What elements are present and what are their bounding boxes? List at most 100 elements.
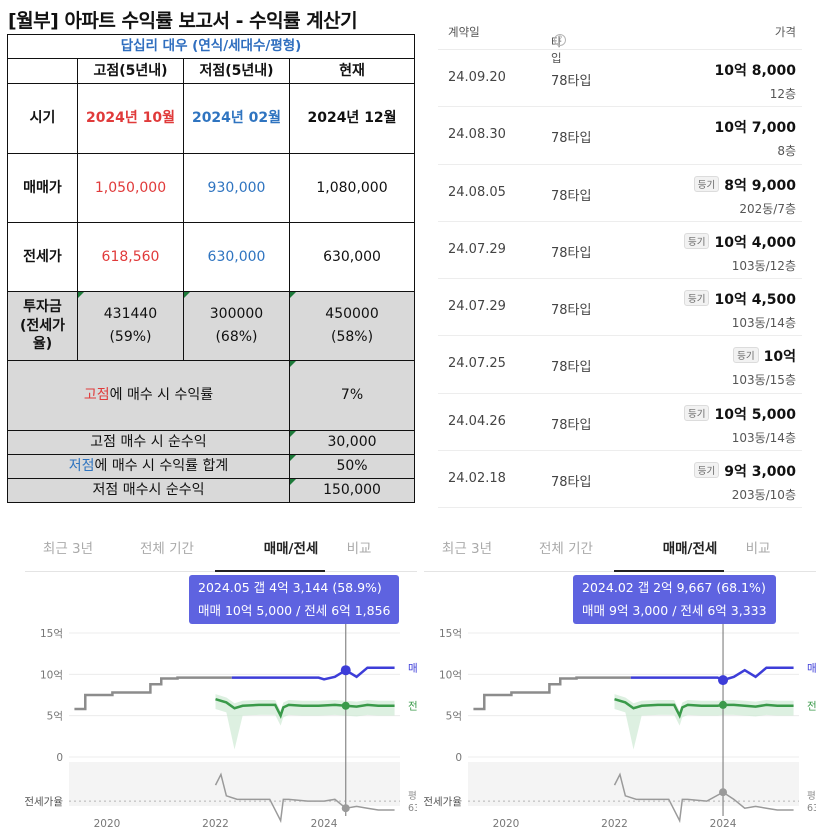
jeonse-range-area (614, 692, 794, 750)
tx-price-block: 등기 9억 3,000 203동/10층 (693, 461, 796, 503)
jeonse-price-line (614, 697, 794, 719)
tx-price-block: 등기 10억 4,500 103동/14층 (683, 289, 796, 331)
chart-tab[interactable]: 매매/전세 (263, 541, 319, 557)
row-label-sale-price: 매매가 (7, 153, 78, 223)
period-current: 2024년 12월 (288, 83, 416, 154)
transaction-row[interactable]: 24.09.20 78타입 10억 8,000 12층 (438, 50, 802, 108)
high-rate-text: 에 매수 시 수익률 (109, 387, 214, 404)
report-title: [월부] 아파트 수익률 보고서 - 수익률 계산기 (8, 10, 358, 32)
tx-date: 24.07.25 (448, 356, 506, 372)
row-label-jeonse-price: 전세가 (7, 222, 78, 292)
investment-high: 431440 (59%) (77, 291, 184, 361)
ratio-axis-label: 전세가율 (424, 796, 462, 808)
transaction-row[interactable]: 24.08.30 78타입 10억 7,000 8층 (438, 107, 802, 165)
ratio-average-label: 평균 (408, 791, 417, 802)
tx-type: 78타입 (551, 188, 592, 204)
tx-price-block: 등기 8억 9,000 202동/7층 (693, 175, 796, 217)
tooltip-line-2: 매매 10억 5,000 / 전세 6억 1,856 (198, 603, 391, 618)
chart-tab[interactable]: 전체 기간 (539, 541, 593, 557)
help-icon[interactable]: ? (554, 34, 566, 46)
chart-tab[interactable]: 매매/전세 (662, 541, 718, 557)
tx-price: 10억 8,000 (714, 63, 796, 79)
low-profit-label: 저점 매수시 순수익 (7, 478, 290, 503)
low-rate-label: 저점에 매수 시 수익률 합계 (7, 454, 290, 479)
tx-floor: 103동/14층 (731, 430, 796, 445)
tx-type: 78타입 (551, 360, 592, 376)
investment-current: 450000 (58%) (288, 291, 416, 361)
period-low: 2024년 02월 (183, 83, 290, 154)
active-tab-underline (215, 570, 325, 572)
transaction-row[interactable]: 24.02.18 78타입 등기 9억 3,000 203동/10층 (438, 451, 802, 509)
header-high: 고점(5년내) (77, 58, 184, 84)
tx-type: 78타입 (551, 245, 592, 261)
tx-price-block: 등기 10억 5,000 103동/14층 (683, 404, 796, 446)
price-chart-svg: 15억 10억 5억 0 매매전세전세가율 평균63% 2020 2022 2024 (424, 592, 816, 830)
chart-panel-right: 최근 3년 전체 기간 매매/전세 비교 15억 10억 5억 0 매매전세전세가율 평균63% 2… (424, 520, 816, 830)
y-tick-label: 5억 (446, 711, 462, 723)
tx-type: 78타입 (551, 303, 592, 319)
transaction-row[interactable]: 24.08.05 78타입 등기 8억 9,000 202동/7층 (438, 165, 802, 222)
ratio-average-label: 평균 (807, 791, 816, 802)
report-table: 답십리 대우 (연식/세대수/평형) 고점(5년내) 저점(5년내) 현재 시기… (6, 34, 416, 503)
y-tick-label: 10억 (40, 669, 63, 681)
tx-price-block: 10억 8,000 12층 (714, 60, 796, 102)
low-rate-value: 50% (288, 454, 416, 479)
transaction-header: 계약일 타입? 가격 (438, 14, 802, 65)
transaction-row[interactable]: 24.07.29 78타입 등기 10억 4,500 103동/14층 (438, 279, 802, 337)
chart-tooltip: 2024.05 갭 4억 3,144 (58.9%) 매매 10억 5,000 /… (189, 575, 400, 624)
tx-type: 78타입 (551, 417, 592, 433)
tx-price-block: 10억 7,000 8층 (714, 117, 796, 159)
jeonse-marker-dot (719, 700, 728, 709)
y-tick-label: 5억 (47, 711, 63, 723)
investment-current-amount: 450000 (325, 305, 379, 322)
tx-date: 24.08.05 (448, 184, 506, 200)
row-label-investment: 투자금 (전세가 율) (7, 291, 78, 361)
chart-tab[interactable]: 최근 3년 (42, 541, 94, 557)
transaction-rows: 24.09.20 78타입 10억 8,000 12층 24.08.30 78타입 10억 … (438, 50, 802, 509)
tx-price-line: 등기 8억 9,000 (693, 175, 796, 195)
active-tab-underline (614, 570, 724, 572)
ratio-area-bg (468, 762, 799, 806)
tx-floor: 12층 (769, 87, 796, 101)
low-rate-text: 에 매수 시 수익률 합계 (94, 458, 229, 475)
chart-tab[interactable]: 최근 3년 (441, 541, 493, 557)
y-tick-label: 0 (56, 752, 63, 764)
x-tick-label: 2024 (710, 818, 737, 830)
x-tick-label: 2020 (94, 818, 121, 830)
tx-price-block: 등기 10억 4,000 103동/12층 (683, 232, 796, 274)
registered-badge: 등기 (683, 404, 710, 421)
ratio-marker-dot (341, 804, 350, 813)
sale-price-line (231, 666, 395, 681)
chart-tab[interactable]: 비교 (745, 541, 771, 557)
transaction-row[interactable]: 24.04.26 78타입 등기 10억 5,000 103동/14층 (438, 394, 802, 452)
chart-tab[interactable]: 전체 기간 (140, 541, 194, 557)
tx-floor: 203동/10층 (731, 488, 796, 503)
x-tick-label: 2020 (493, 818, 520, 830)
high-rate-value: 7% (288, 360, 416, 431)
chart-tooltip: 2024.02 갭 2억 9,667 (68.1%) 매매 9억 3,000 / … (573, 575, 776, 624)
chart-panel-left: 최근 3년 전체 기간 매매/전세 비교 15억 10억 5억 0 매매전세전세가율 평균63% 2… (25, 520, 417, 830)
tx-price-line: 등기 10억 4,500 (683, 289, 796, 309)
ratio-area-bg (69, 762, 400, 806)
tx-price: 10억 (763, 349, 796, 366)
tx-type: 78타입 (551, 131, 592, 147)
sale-marker-dot (340, 665, 351, 676)
transaction-list: 계약일 타입? 가격 24.09.20 78타입 10억 8,000 12층 24.08… (438, 14, 802, 509)
tx-price: 8억 9,000 (724, 177, 796, 194)
high-rate-highlight: 고점 (83, 387, 110, 404)
header-low: 저점(5년내) (183, 58, 290, 84)
sale-marker-dot (718, 675, 729, 686)
chart-tab[interactable]: 비교 (346, 541, 372, 557)
transaction-row[interactable]: 24.07.25 78타입 등기 10억 103동/15층 (438, 336, 802, 394)
registered-badge: 등기 (733, 347, 759, 364)
y-tick-label: 10억 (439, 669, 462, 681)
ratio-average-value: 63% (408, 803, 417, 814)
tx-price-line: 10억 7,000 (714, 117, 796, 137)
transaction-row[interactable]: 24.07.29 78타입 등기 10억 4,000 103동/12층 (438, 222, 802, 280)
registered-badge: 등기 (693, 462, 720, 479)
sale-history-line (473, 676, 631, 711)
investment-label-line-1: 투자금 (23, 298, 62, 315)
tx-date: 24.09.20 (448, 70, 506, 85)
tx-price: 10억 4,500 (714, 292, 796, 309)
y-tick-label: 15억 (439, 628, 462, 640)
